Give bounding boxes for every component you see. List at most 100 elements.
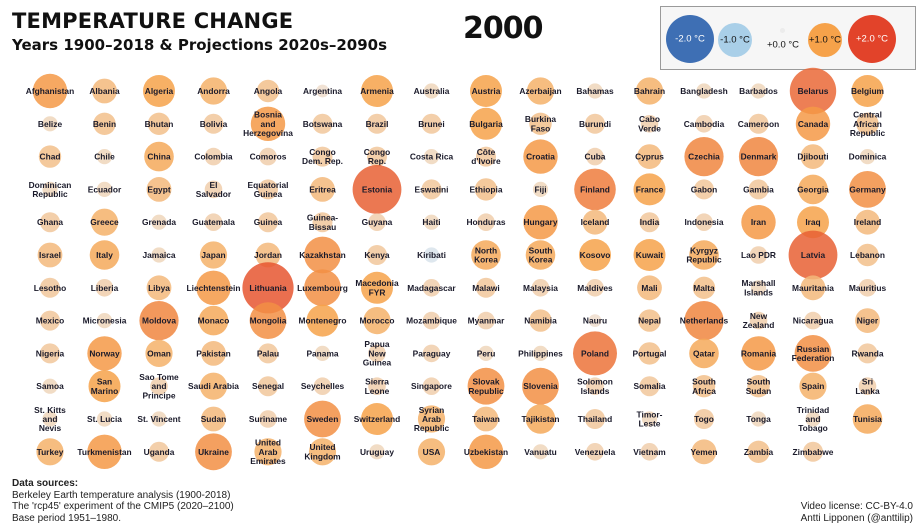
country-bubble [529,309,552,332]
country-bubble [32,73,68,109]
country-label: Burundi [579,119,611,129]
country-burkina-faso: Burkina Faso [525,112,556,135]
country-liberia: Liberia [91,279,119,297]
country-bubble [201,406,226,432]
country-label: Iceland [581,217,610,227]
country-bubble [532,444,549,460]
country-bubble [738,137,779,177]
country-label: Slovenia [523,381,558,391]
country-label: Panama [306,348,338,358]
country-bubble [747,440,770,463]
country-label: Bhutan [145,119,174,129]
country-united-kingdom: United Kingdom [304,438,341,466]
country-bubble [852,404,883,434]
country-niger: Niger [855,308,880,333]
country-malaysia: Malaysia [523,279,558,297]
country-nepal: Nepal [638,309,661,332]
country-label: Australia [414,86,450,96]
country-kiribati: Kiribati [417,247,446,263]
country-label: Sweden [307,414,339,424]
country-gabon: Gabon [691,179,718,200]
country-bubble [587,83,603,99]
country-mozambique: Mozambique [406,311,457,330]
country-c-te-d-ivoire: Côte d'Ivoire [471,146,501,167]
country-bubble [38,145,62,168]
country-label: Poland [581,348,609,358]
country-bubble [40,212,60,233]
country-bubble [256,79,280,103]
country-label: Colombia [194,152,232,162]
country-cuba: Cuba [585,147,606,166]
country-bubble [259,410,277,428]
country-bubble [249,302,287,339]
country-bubble [694,179,714,200]
country-ecuador: Ecuador [88,181,122,197]
country-label: Latvia [801,250,826,260]
country-label: Somalia [633,381,665,391]
country-jordan: Jordan [254,242,282,268]
country-ireland: Ireland [854,209,881,235]
country-argentina: Argentina [303,84,342,98]
country-uzbekistan: Uzbekistan [464,434,508,469]
country-slovak-republic: Slovak Republic [467,367,505,405]
sources-line-1: Berkeley Earth temperature analysis (190… [12,489,231,501]
country-bubble [638,309,661,332]
country-label: Tunisia [853,414,882,424]
country-label: Zambia [744,447,774,457]
country-label: Maldives [577,283,613,293]
country-label: Sao Tome and Principe [139,372,179,400]
country-bubble [856,243,879,267]
country-eswatini: Eswatini [415,179,448,200]
country-label: Uganda [144,447,175,457]
country-nicaragua: Nicaragua [793,311,834,330]
country-yemen: Yemen [690,439,718,465]
country-bubble [803,441,823,462]
country-st-lucia: St. Lucia [87,411,122,427]
country-bubble [633,173,666,206]
sources-line-2: The 'rcp45' experiment of the CMIP5 (202… [12,501,234,512]
country-label: Switzerland [354,414,401,424]
country-label: Hungary [524,217,558,227]
country-bubble [588,314,602,327]
country-bosnia-and-herzegovina: Bosnia and Herzegovina [243,106,293,141]
country-seychelles: Seychelles [301,377,344,396]
country-south-korea: South Korea [525,240,556,270]
country-bubble [150,377,168,396]
legend-label-zero: +0.0 °C [766,39,800,51]
country-bubble [361,271,393,304]
country-papua-new-guinea: Papua New Guinea [363,339,392,367]
country-greece: Greece [90,208,119,236]
country-micronesia: Micronesia [83,313,127,329]
country-bubble [585,113,605,134]
country-pakistan: Pakistan [196,341,231,366]
country-kenya: Kenya [364,245,390,265]
country-bubble [87,336,122,371]
country-armenia: Armenia [360,75,394,107]
country-dominica: Dominica [849,149,887,165]
country-bubble [532,345,549,361]
country-label: Ireland [854,217,881,227]
country-label: Taiwan [472,414,500,424]
country-taiwan: Taiwan [472,406,500,432]
country-bubble [96,149,113,165]
country-label: Gabon [691,184,718,194]
country-syrian-arab-republic: Syrian Arab Republic [414,405,450,433]
country-japan: Japan [199,241,228,269]
country-bubble [88,370,121,403]
country-bubble [42,411,58,427]
country-label: Saudi Arabia [188,381,239,391]
country-bubble [367,146,387,167]
country-bubble [748,179,769,200]
country-bubble [692,375,716,398]
country-label: San Marino [91,377,118,396]
country-label: Benin [93,119,116,129]
country-label: Mozambique [406,316,457,326]
country-label: Mauritius [849,283,887,293]
country-honduras: Honduras [466,213,506,231]
country-guatemala: Guatemala [192,213,235,231]
country-maldives: Maldives [577,279,613,297]
country-marshall-islands: Marshall Islands [742,278,776,297]
license-line-1: Video license: CC-BY-4.0 [800,501,913,512]
country-bubble [638,342,661,365]
country-label: Bangladesh [680,86,727,96]
